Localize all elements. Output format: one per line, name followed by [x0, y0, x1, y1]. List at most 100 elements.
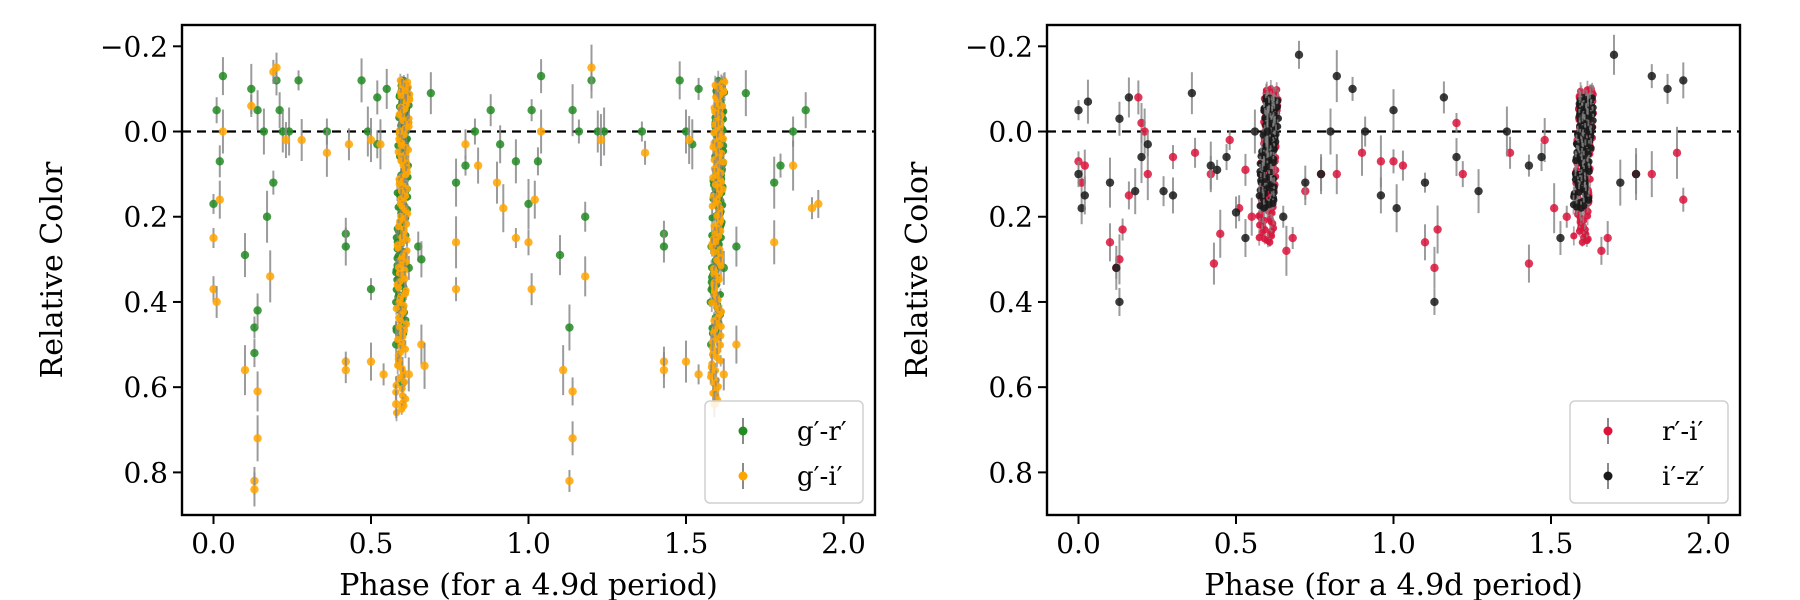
point-band — [1577, 204, 1585, 212]
data-point — [1118, 225, 1127, 234]
data-point — [253, 434, 262, 443]
data-point — [1357, 148, 1367, 158]
data-point — [366, 284, 376, 294]
data-point — [1398, 161, 1408, 170]
data-point — [404, 370, 413, 379]
y-tick-label: 0.2 — [988, 201, 1033, 234]
data-point — [215, 157, 224, 166]
data-point — [1609, 50, 1619, 60]
y-axis-label: Relative Color — [35, 161, 70, 378]
data-point — [741, 88, 751, 98]
y-tick-label: 0.0 — [988, 116, 1033, 149]
data-point — [1458, 169, 1468, 179]
point-band — [394, 284, 403, 292]
data-point — [1105, 238, 1115, 247]
data-point — [269, 178, 278, 187]
data-point — [266, 272, 275, 281]
x-tick-label: 1.5 — [1529, 527, 1574, 560]
y-tick-label: 0.4 — [123, 286, 168, 319]
data-point — [659, 242, 669, 251]
data-point — [637, 127, 647, 136]
data-point — [1222, 152, 1231, 162]
data-point — [1294, 50, 1304, 60]
data-point — [1134, 93, 1143, 102]
x-tick-label: 2.0 — [821, 527, 866, 560]
data-point — [732, 340, 741, 349]
data-point — [596, 135, 606, 145]
data-point — [1159, 186, 1168, 196]
x-tick-label: 2.0 — [1686, 527, 1731, 560]
point-band — [1255, 233, 1263, 242]
data-point — [1124, 93, 1134, 102]
legend-marker — [738, 471, 748, 481]
data-point — [357, 76, 366, 85]
data-point — [694, 370, 703, 379]
point-band — [707, 373, 715, 381]
data-point — [470, 127, 480, 136]
data-point — [1452, 118, 1461, 128]
data-point — [555, 250, 565, 260]
data-point — [284, 127, 294, 136]
data-point — [492, 178, 502, 187]
data-point — [1074, 106, 1083, 115]
data-point — [684, 135, 694, 145]
point-band — [394, 244, 402, 252]
point-band — [1572, 157, 1580, 165]
point-band — [708, 202, 716, 210]
data-point — [807, 204, 817, 213]
data-point — [536, 127, 546, 136]
data-point — [461, 140, 470, 149]
data-point — [1225, 135, 1234, 145]
data-point — [1433, 225, 1442, 234]
data-point — [694, 84, 703, 94]
point-band — [720, 158, 728, 166]
data-point — [1080, 161, 1090, 170]
data-point — [247, 84, 256, 94]
x-axis-label: Phase (for a 4.9d period) — [1204, 568, 1583, 600]
point-band — [397, 92, 405, 100]
data-point — [1672, 148, 1682, 158]
data-point — [1143, 169, 1153, 179]
legend-label: r′-i′ — [1662, 417, 1703, 447]
data-point — [1247, 212, 1256, 221]
data-point — [363, 127, 373, 136]
series-right-1 — [1074, 34, 1688, 316]
data-point — [1105, 178, 1115, 187]
data-point — [1540, 135, 1549, 145]
data-point — [599, 127, 609, 136]
data-point — [1376, 157, 1386, 166]
point-band — [1257, 179, 1265, 187]
data-point — [770, 238, 779, 247]
y-tick-label: 0.4 — [988, 286, 1033, 319]
data-point — [1077, 204, 1086, 213]
legend-label: g′-i′ — [797, 462, 843, 492]
data-point — [1647, 169, 1657, 179]
data-point — [322, 148, 332, 158]
point-band — [710, 248, 718, 256]
data-point — [527, 284, 536, 294]
legend-right: r′-i′ i′-z′ — [1569, 400, 1729, 504]
data-point — [275, 106, 284, 115]
data-point — [587, 63, 596, 72]
data-point — [1077, 178, 1086, 187]
data-point — [533, 157, 543, 166]
y-tick-label: −0.2 — [100, 30, 168, 63]
data-point — [1502, 127, 1512, 136]
plot-area-left — [182, 44, 875, 507]
data-point — [1326, 127, 1335, 136]
data-point — [209, 233, 218, 243]
data-point — [1241, 233, 1250, 243]
x-tick-label: 1.5 — [664, 527, 709, 560]
point-band — [396, 317, 404, 325]
data-point — [486, 106, 495, 115]
data-point — [1420, 238, 1430, 247]
point-band — [719, 135, 728, 143]
y-tick-label: 0.6 — [123, 371, 168, 404]
data-point — [659, 365, 669, 375]
data-point — [1332, 71, 1342, 81]
data-point — [1430, 297, 1439, 307]
point-band — [1266, 238, 1274, 246]
data-point — [1360, 127, 1370, 136]
y-tick-label: 0.8 — [123, 456, 168, 489]
